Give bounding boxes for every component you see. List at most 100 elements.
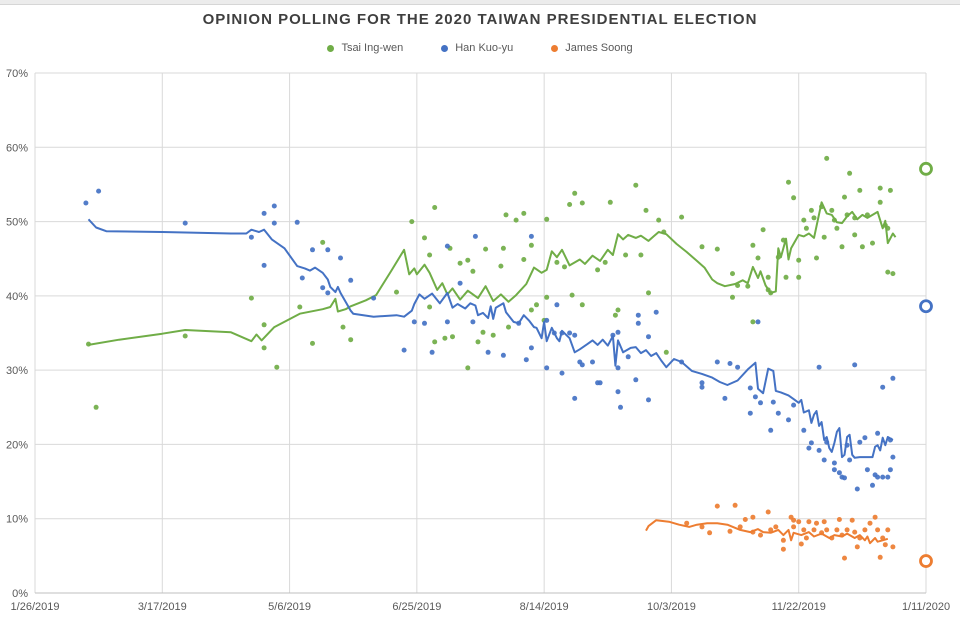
result-marker-tsai-ing-wen bbox=[919, 161, 933, 176]
data-point bbox=[824, 439, 830, 445]
data-point bbox=[567, 202, 573, 207]
data-point bbox=[758, 400, 763, 406]
x-axis-labels: 1/26/2019 3/17/2019 5/6/2019 6/25/2019 8/14/… bbox=[11, 601, 951, 613]
data-point bbox=[444, 319, 450, 325]
data-point bbox=[737, 524, 743, 530]
data-point bbox=[890, 544, 896, 550]
data-point bbox=[758, 532, 763, 538]
data-point bbox=[887, 467, 893, 473]
data-point bbox=[544, 216, 550, 222]
data-point bbox=[470, 268, 476, 274]
data-point bbox=[811, 527, 817, 533]
data-point bbox=[880, 384, 886, 390]
x-tick-label: 6/25/2019 bbox=[392, 601, 441, 613]
data-point bbox=[271, 220, 277, 226]
legend-label: Han Kuo-yu bbox=[455, 42, 514, 54]
y-tick-label: 60% bbox=[6, 142, 28, 154]
data-point bbox=[551, 330, 557, 336]
data-point bbox=[261, 322, 267, 328]
x-tick-label: 10/3/2019 bbox=[647, 601, 696, 613]
data-point bbox=[607, 199, 613, 205]
x-tick-label: 1/11/2020 bbox=[902, 601, 950, 613]
series-james-soong bbox=[645, 502, 933, 568]
data-point bbox=[824, 155, 830, 161]
legend-item-james-soong: James Soong bbox=[551, 42, 633, 54]
data-point bbox=[819, 530, 825, 536]
data-point bbox=[801, 217, 807, 223]
data-point bbox=[862, 435, 868, 441]
data-point bbox=[730, 271, 735, 277]
data-point bbox=[635, 312, 641, 318]
data-point bbox=[554, 259, 560, 265]
data-point bbox=[730, 294, 735, 300]
chart-legend: Tsai Ing-wen Han Kuo-yu James Soong bbox=[0, 42, 960, 54]
data-point bbox=[854, 544, 860, 550]
data-point bbox=[852, 232, 858, 238]
data-point bbox=[791, 402, 797, 408]
data-point bbox=[821, 234, 827, 240]
data-point bbox=[615, 307, 621, 313]
data-point bbox=[796, 257, 802, 263]
legend-item-han-kuo-yu: Han Kuo-yu bbox=[441, 42, 513, 54]
data-point bbox=[320, 285, 326, 291]
scatter-points-han-kuo-yu bbox=[83, 188, 896, 492]
top-window-edge bbox=[0, 0, 960, 5]
data-point bbox=[320, 239, 326, 245]
data-point bbox=[432, 339, 438, 345]
data-point bbox=[615, 389, 621, 395]
data-point bbox=[867, 520, 873, 526]
data-point bbox=[371, 295, 377, 301]
data-point bbox=[248, 295, 254, 301]
data-point bbox=[427, 304, 433, 310]
data-point bbox=[842, 194, 847, 200]
data-point bbox=[528, 345, 534, 351]
data-point bbox=[567, 330, 573, 336]
data-point bbox=[727, 528, 733, 534]
data-point bbox=[803, 535, 809, 541]
data-point bbox=[847, 170, 853, 176]
y-tick-label: 40% bbox=[6, 291, 28, 303]
data-point bbox=[663, 349, 669, 355]
data-point bbox=[475, 339, 481, 345]
data-point bbox=[643, 207, 649, 213]
data-point bbox=[755, 319, 761, 325]
data-point bbox=[768, 427, 774, 433]
data-point bbox=[579, 362, 585, 368]
data-point bbox=[261, 345, 267, 351]
data-point bbox=[559, 370, 565, 376]
data-point bbox=[610, 332, 616, 338]
data-point bbox=[857, 535, 863, 541]
data-point bbox=[768, 527, 774, 533]
data-point bbox=[559, 330, 565, 336]
data-point bbox=[834, 225, 840, 231]
data-point bbox=[780, 237, 786, 243]
data-point bbox=[857, 187, 863, 193]
data-point bbox=[750, 242, 756, 248]
data-point bbox=[814, 520, 819, 526]
data-point bbox=[747, 410, 753, 416]
data-point bbox=[887, 437, 893, 443]
data-point bbox=[714, 503, 720, 509]
data-point bbox=[839, 244, 845, 250]
data-point bbox=[310, 340, 315, 346]
data-point bbox=[534, 302, 539, 308]
data-point bbox=[470, 319, 476, 325]
data-point bbox=[870, 240, 875, 246]
data-point bbox=[338, 255, 343, 261]
data-point bbox=[544, 317, 550, 323]
data-point bbox=[844, 442, 850, 448]
data-point bbox=[796, 519, 802, 525]
data-point bbox=[801, 527, 807, 533]
data-point bbox=[816, 447, 822, 453]
legend-marker-tsai-icon bbox=[327, 44, 335, 52]
data-point bbox=[803, 225, 809, 231]
data-point bbox=[852, 529, 858, 535]
data-point bbox=[806, 445, 812, 451]
data-point bbox=[618, 404, 623, 410]
data-point bbox=[646, 397, 651, 403]
data-point bbox=[432, 205, 438, 210]
x-tick-label: 8/14/2019 bbox=[520, 601, 569, 613]
data-point bbox=[457, 260, 463, 266]
chart-title: OPINION POLLING FOR THE 2020 TAIWAN PRES… bbox=[202, 11, 758, 28]
